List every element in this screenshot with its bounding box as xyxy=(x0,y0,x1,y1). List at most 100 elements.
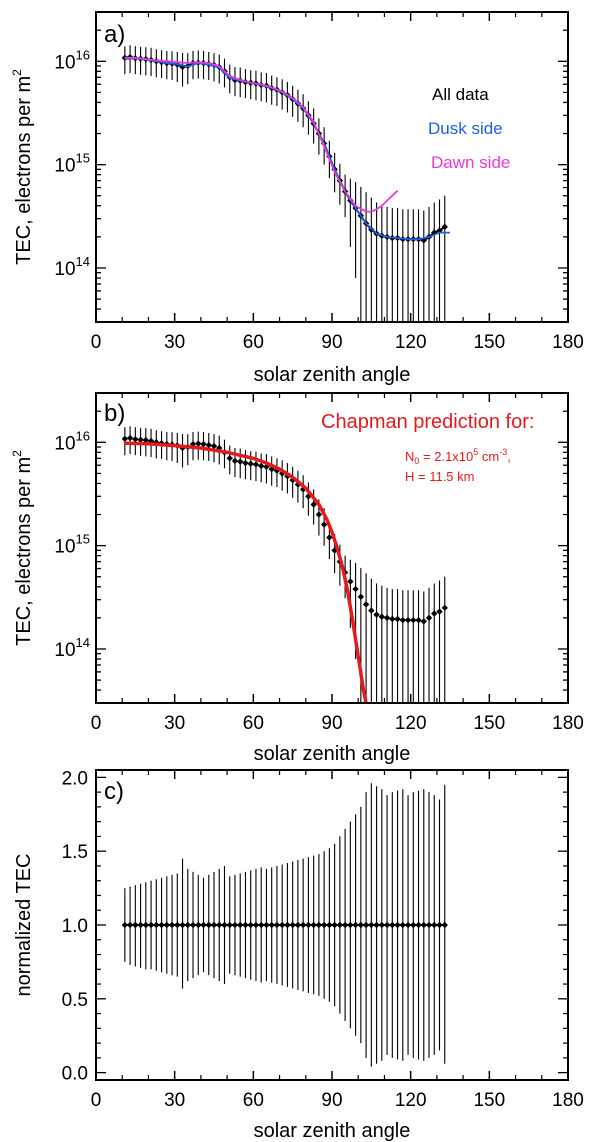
panel-a-legend: All data Dusk side Dawn side xyxy=(428,85,510,172)
series-line-all-data xyxy=(124,56,446,242)
data-point xyxy=(373,611,380,618)
panel-b-x-tick-label: 150 xyxy=(473,713,505,734)
panel-b-y-tick-label: 1016 xyxy=(54,428,90,454)
data-point xyxy=(383,614,391,622)
panel-b-x-tick-label: 30 xyxy=(164,713,185,734)
panel-a-label: a) xyxy=(104,21,125,48)
panel-a-x-tick-label: 180 xyxy=(552,332,584,353)
data-point xyxy=(231,457,239,465)
panel-c: c) 0 30 60 90 120 150 180 0.0 0.5 1.0 1.5 2.0 sola… xyxy=(13,768,584,1142)
data-point xyxy=(258,921,265,929)
data-point xyxy=(415,616,422,624)
data-point xyxy=(237,921,244,929)
panel-a-x-axis-title: solar zenith angle xyxy=(254,364,411,386)
panel-c-x-tick-label: 30 xyxy=(164,1090,185,1111)
data-point xyxy=(415,921,422,929)
data-point xyxy=(163,921,170,929)
data-point xyxy=(373,921,380,929)
panel-c-y-ticks: 0.0 0.5 1.0 1.5 2.0 xyxy=(62,768,568,1085)
data-point xyxy=(378,613,386,620)
data-point xyxy=(399,921,406,929)
data-point xyxy=(200,440,207,448)
panel-a-plot-area xyxy=(121,45,450,322)
data-point xyxy=(404,921,412,929)
data-point xyxy=(289,921,296,929)
series-line-chapman-prediction xyxy=(124,441,368,704)
panel-c-label: c) xyxy=(104,778,124,805)
panel-b-x-ticks: 0 30 60 90 120 150 180 xyxy=(91,393,584,734)
data-point xyxy=(341,921,349,929)
data-point xyxy=(436,608,443,615)
series-line-dawn-side xyxy=(124,56,399,213)
panel-c-y-tick-label: 2.0 xyxy=(62,768,88,789)
panel-b-label: b) xyxy=(104,400,125,427)
data-point xyxy=(268,921,275,929)
data-point xyxy=(142,921,150,929)
n0-unit: cm xyxy=(478,449,499,464)
data-point xyxy=(404,616,412,624)
panel-b-y-tick-exponent: 16 xyxy=(76,428,90,443)
n0-tail: , xyxy=(507,449,511,464)
panel-a-y-axis-title-text: TEC, electrons per m xyxy=(13,76,35,265)
data-point xyxy=(368,921,375,929)
data-point xyxy=(184,921,191,929)
panel-c-y-tick-label: 1.5 xyxy=(62,842,88,863)
data-point xyxy=(347,578,354,585)
data-point xyxy=(221,921,228,929)
panel-b-y-axis-title-text: TEC, electrons per m xyxy=(13,457,35,646)
n0-value: = 2.1x10 xyxy=(419,449,473,464)
data-point xyxy=(231,921,239,929)
data-point xyxy=(441,921,448,929)
data-point xyxy=(315,921,323,929)
legend-dawn-side: Dawn side xyxy=(431,153,510,172)
data-point xyxy=(137,436,144,443)
data-point xyxy=(394,921,401,929)
panel-a-y-tick-exponent: 15 xyxy=(76,151,90,166)
panel-b-y-tick-label: 1015 xyxy=(54,532,90,558)
panel-c-x-tick-label: 150 xyxy=(473,1090,505,1111)
data-point xyxy=(431,610,438,617)
panel-b-y-tick-exponent: 14 xyxy=(76,635,90,650)
n0-unit-exponent: -3 xyxy=(499,447,507,457)
data-point xyxy=(278,921,286,929)
data-point xyxy=(158,921,165,929)
data-point xyxy=(368,607,375,614)
panel-b-y-tick-exponent: 15 xyxy=(76,532,90,547)
panel-a-x-tick-label: 60 xyxy=(243,332,264,353)
data-point xyxy=(226,455,233,462)
data-point xyxy=(420,921,427,929)
data-point xyxy=(441,604,448,612)
panel-a-y-tick-label: 1014 xyxy=(54,254,90,280)
panel-c-y-tick-label: 0.5 xyxy=(62,990,88,1011)
data-point xyxy=(210,442,218,450)
data-point xyxy=(310,921,317,929)
legend-dusk-side: Dusk side xyxy=(428,119,503,138)
legend-all-data: All data xyxy=(432,85,489,104)
data-point xyxy=(362,601,370,608)
data-point xyxy=(441,223,448,231)
panel-b-x-tick-label: 0 xyxy=(91,713,102,734)
data-point xyxy=(284,921,291,929)
panel-a-y-tick-label: 1015 xyxy=(54,151,90,177)
data-point xyxy=(126,434,134,442)
panel-b-y-tick-base: 10 xyxy=(54,537,75,558)
panel-c-x-axis-title: solar zenith angle xyxy=(254,1120,411,1142)
data-point xyxy=(121,921,129,929)
data-point xyxy=(205,441,212,449)
data-point xyxy=(436,921,443,929)
data-point xyxy=(195,921,202,929)
data-point xyxy=(142,436,150,444)
panel-b-x-tick-label: 60 xyxy=(243,713,264,734)
data-point xyxy=(320,521,328,528)
data-point xyxy=(420,618,427,625)
panel-a-x-tick-label: 30 xyxy=(164,332,185,353)
data-point xyxy=(410,921,417,929)
chapman-annotation-title: Chapman prediction for: xyxy=(321,411,534,433)
data-point xyxy=(252,921,260,929)
panel-b-y-axis-title: TEC, electrons per m2 xyxy=(10,450,35,646)
